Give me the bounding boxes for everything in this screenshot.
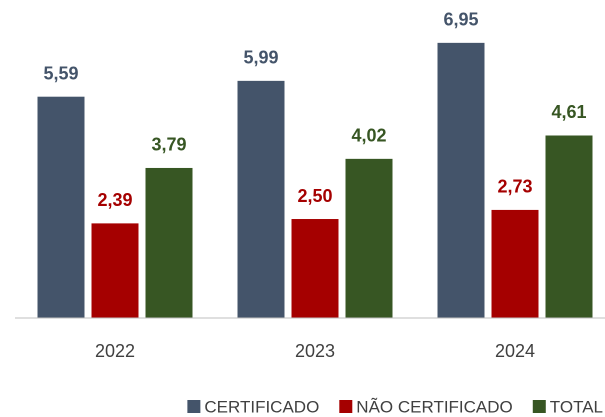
legend-swatch	[532, 400, 546, 413]
bar	[37, 96, 85, 318]
x-tick-label: 2022	[95, 341, 135, 361]
value-label: 2,50	[297, 186, 332, 206]
legend-swatch	[339, 400, 353, 413]
bar	[345, 158, 393, 318]
value-label: 5,59	[43, 63, 78, 83]
bar	[491, 209, 539, 318]
legend-swatch	[187, 400, 201, 413]
bar	[145, 167, 193, 318]
bar	[237, 80, 285, 319]
legend-label: NÃO CERTIFICADO	[356, 397, 512, 416]
value-label: 3,79	[151, 135, 186, 155]
value-label: 2,39	[97, 190, 132, 210]
legend-label: CERTIFICADO	[204, 397, 319, 416]
value-label: 5,99	[243, 48, 278, 68]
value-label: 4,02	[351, 126, 386, 146]
legend-label: TOTAL	[550, 397, 603, 416]
bar	[291, 219, 339, 318]
bar	[437, 42, 485, 318]
bar	[91, 223, 139, 318]
value-label: 2,73	[497, 177, 532, 197]
x-tick-label: 2024	[495, 341, 535, 361]
bar	[545, 135, 593, 318]
x-tick-label: 2023	[295, 341, 335, 361]
value-label: 6,95	[443, 10, 478, 30]
value-label: 4,61	[551, 102, 586, 122]
